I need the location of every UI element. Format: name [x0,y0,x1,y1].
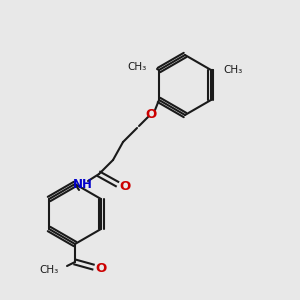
Text: CH₃: CH₃ [223,65,242,75]
Text: O: O [119,179,130,193]
Text: O: O [95,262,106,275]
Text: O: O [146,107,157,121]
Text: NH: NH [73,178,93,190]
Text: CH₃: CH₃ [40,265,59,275]
Text: CH₃: CH₃ [128,62,147,72]
